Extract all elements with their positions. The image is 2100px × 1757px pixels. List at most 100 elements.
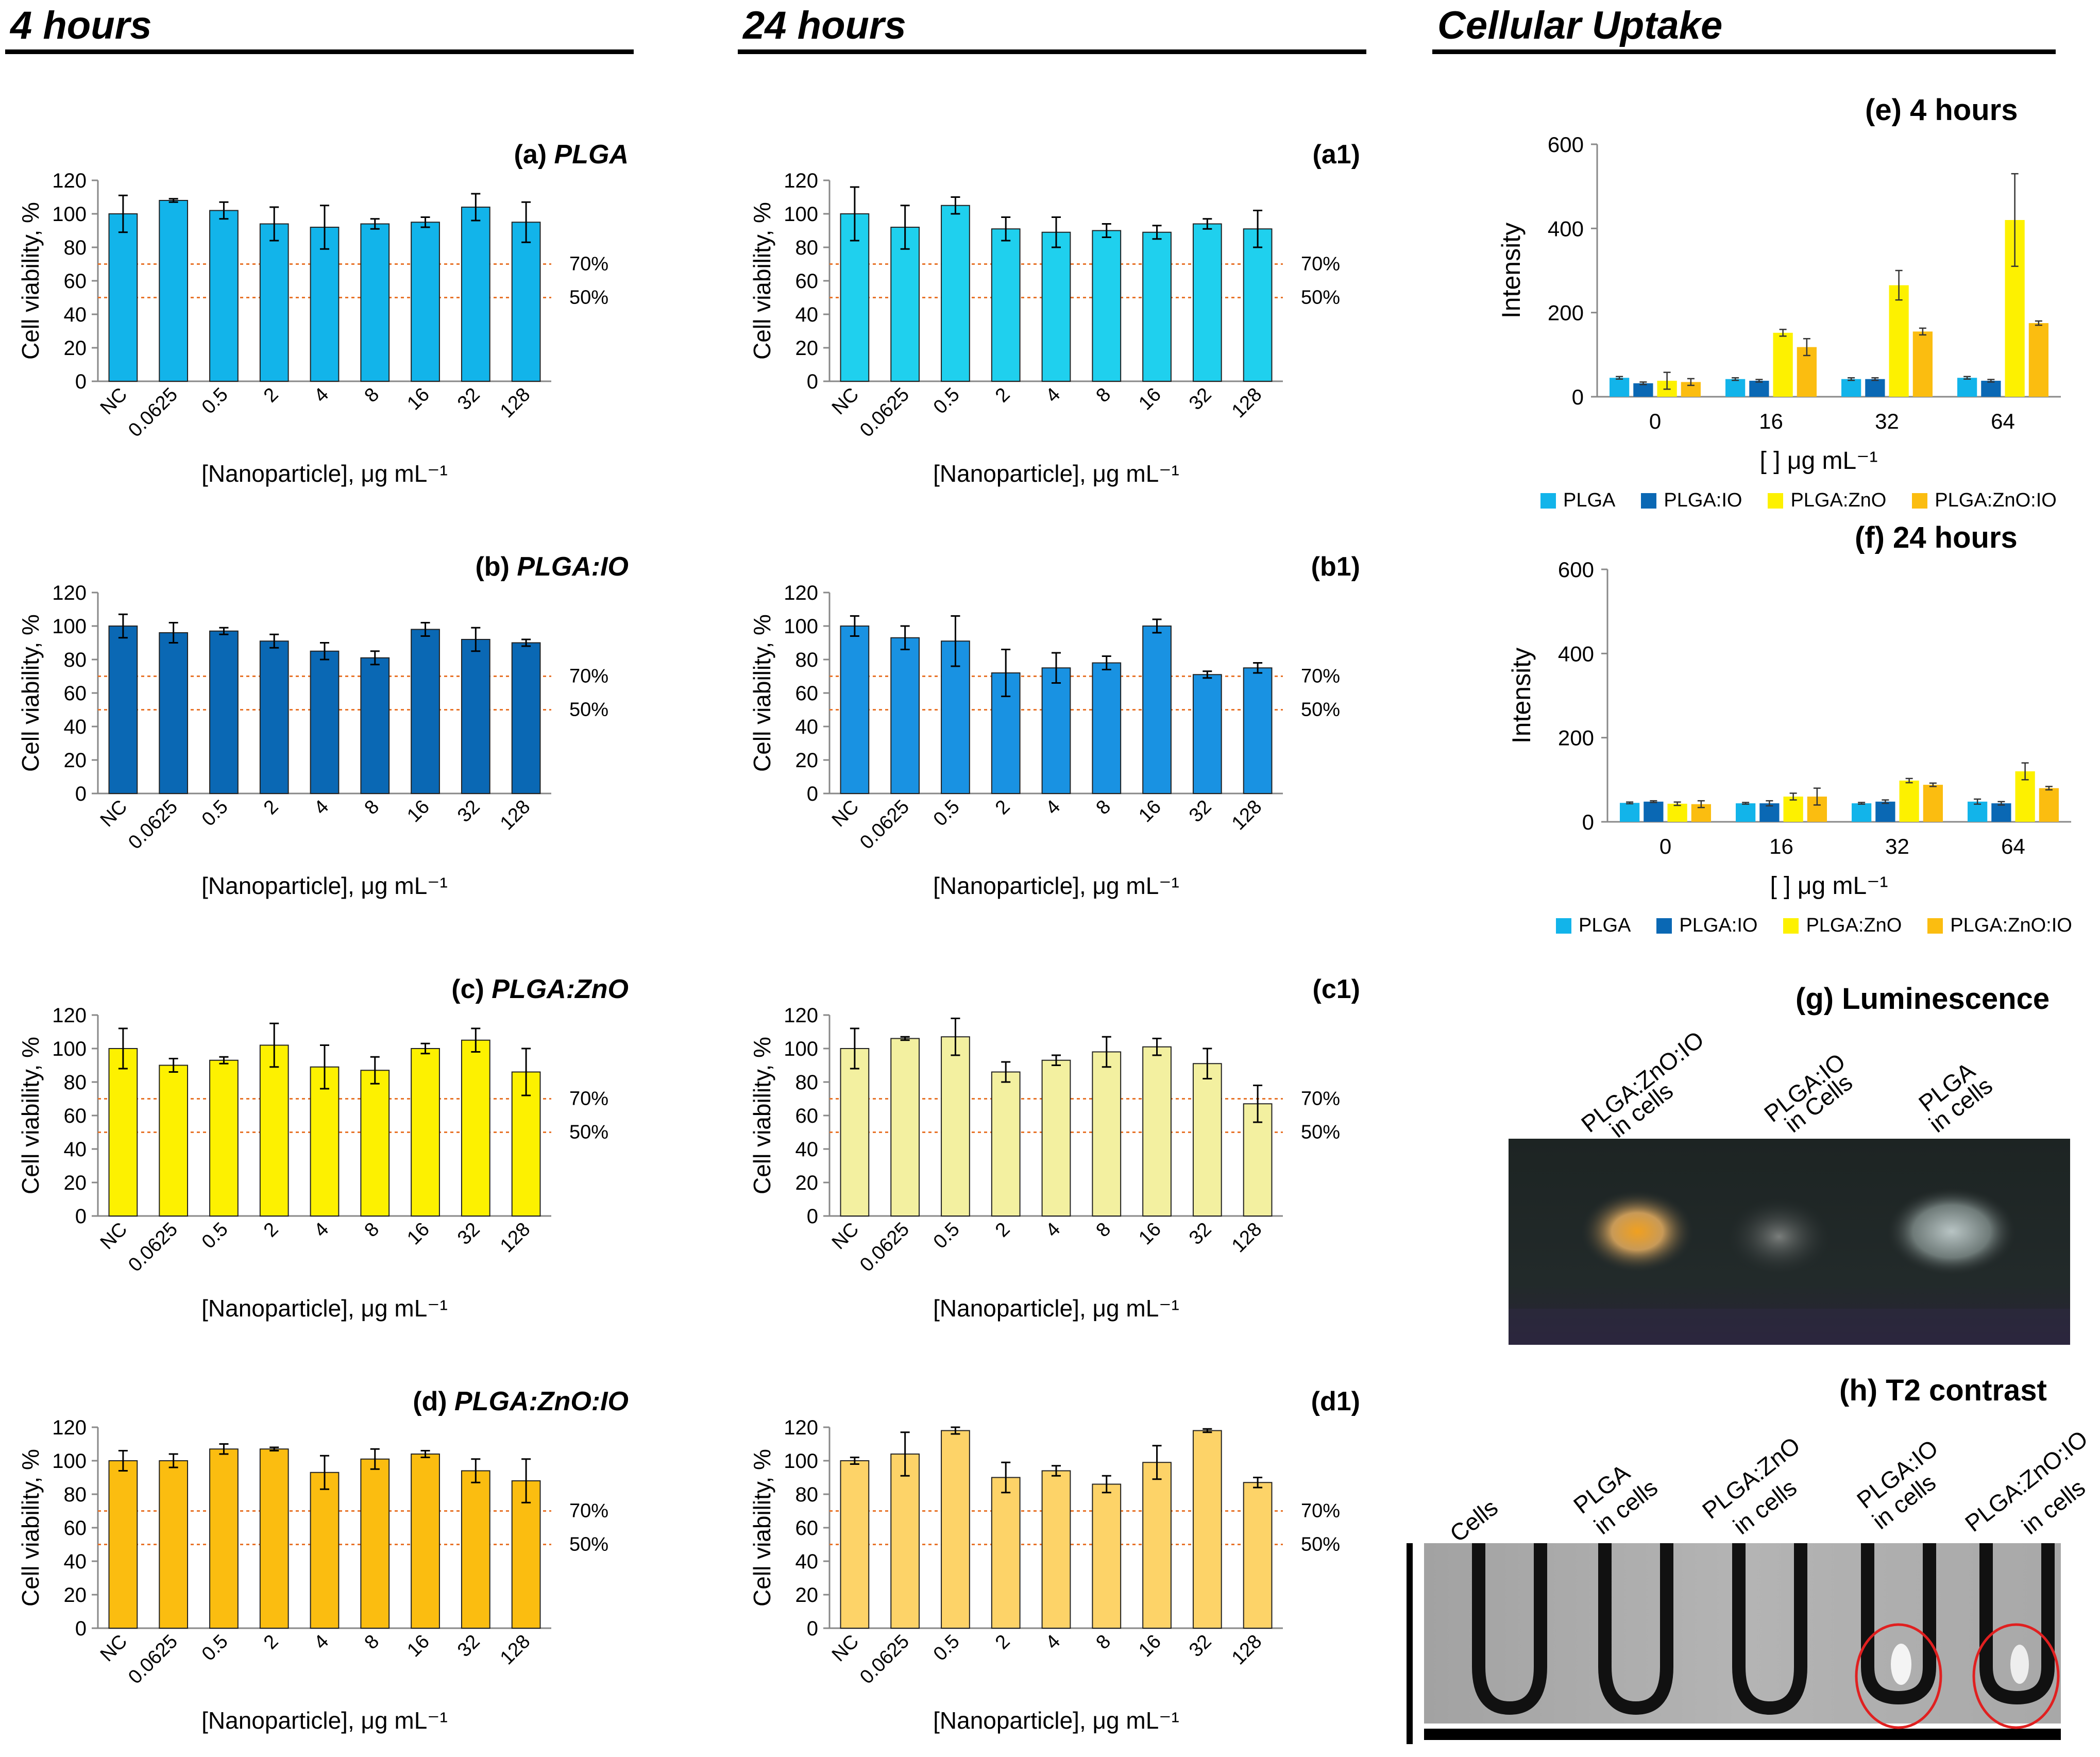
- y-tick-label: 0: [807, 1205, 818, 1228]
- error-bar: [1052, 1465, 1061, 1477]
- error-bar: [1997, 801, 2005, 806]
- x-tick-label: NC: [828, 384, 863, 419]
- section-title-uptake: Cellular Uptake: [1432, 6, 2056, 54]
- t2-label-cells: Cells: [1445, 1494, 1503, 1547]
- x-tick-label: 2: [260, 384, 283, 407]
- x-tick-label: 0.0625: [124, 1631, 182, 1688]
- bar-0.5: [209, 1448, 239, 1629]
- bar-NC: [840, 626, 870, 794]
- panel-label-prefix: (b): [475, 552, 517, 582]
- y-tick-label: 0: [75, 370, 87, 393]
- legend-label-plga: PLGA: [1563, 489, 1616, 511]
- error-bar: [420, 1042, 430, 1055]
- error-bar: [168, 1453, 178, 1468]
- y-axis-label: Cell viability, %: [17, 1449, 44, 1607]
- error-bar: [320, 642, 329, 661]
- uptake-legend-f: PLGA PLGA:IO PLGA:ZnO PLGA:ZnO:IO: [1556, 915, 2072, 937]
- bar-PLGA-0: [1620, 803, 1640, 822]
- bar-16: [411, 222, 440, 382]
- error-bar: [471, 1027, 481, 1053]
- legend-item-plga-zno: PLGA:ZnO: [1783, 915, 1902, 937]
- bar-4: [1041, 231, 1071, 382]
- panel-label-c1: (c1): [1313, 974, 1360, 1005]
- x-tick-label: NC: [96, 796, 132, 832]
- x-tick-label: 32: [453, 1631, 484, 1662]
- x-tick-label: 8: [1092, 384, 1115, 407]
- x-tick-label: 16: [403, 1631, 434, 1662]
- x-tick-label: 8: [360, 384, 383, 407]
- x-axis-label: [Nanoparticle], μg mL⁻¹: [933, 872, 1179, 899]
- x-tick-label: 16: [1134, 1219, 1165, 1249]
- viability-chart-a: Cell viability, % 0 20 40 60 80 100 120 70% 50% NC…: [17, 170, 608, 487]
- y-axis-label: Cell viability, %: [749, 1037, 775, 1194]
- error-bar: [521, 201, 531, 243]
- legend-swatch-plga-zno-io: [1912, 493, 1928, 509]
- error-bar: [850, 186, 859, 242]
- legend-swatch-plga-io: [1641, 493, 1657, 509]
- x-tick-label: 0.0625: [856, 384, 913, 442]
- error-bar: [1102, 1475, 1111, 1494]
- error-bar: [1858, 802, 1866, 805]
- error-bar: [1203, 1428, 1212, 1433]
- x-tick-label: 8: [1092, 796, 1115, 819]
- reference-label-70: 70%: [569, 1500, 608, 1522]
- x-tick-label: 128: [496, 796, 535, 835]
- x-tick-label: 0: [1649, 409, 1661, 433]
- y-axis-label: Cell viability, %: [17, 202, 44, 360]
- error-bar: [1253, 662, 1263, 674]
- y-tick-label: 80: [795, 1071, 819, 1094]
- error-bar: [420, 1450, 430, 1458]
- error-bar: [1001, 1061, 1011, 1083]
- x-tick-label: 32: [453, 384, 484, 415]
- y-tick-label: 60: [795, 270, 819, 293]
- bar-PLGA:IO-64: [1991, 803, 2011, 822]
- y-tick-label: 120: [52, 1416, 87, 1439]
- x-tick-label: 0.5: [929, 1219, 964, 1253]
- x-tick-label: 0.0625: [124, 1219, 182, 1276]
- viability-panel-d1: (d1) Cell viability, % 0 20 40 60 80 100 120 70% 5…: [732, 1386, 1417, 1757]
- y-tick-label: 100: [52, 615, 87, 638]
- x-axis-label: [Nanoparticle], μg mL⁻¹: [201, 460, 448, 487]
- error-bar: [1905, 778, 1913, 784]
- viability-panel-b: (b) PLGA:IO Cell viability, % 0 20 40 60 80 100…: [0, 551, 685, 922]
- x-tick-label: 2: [991, 1219, 1014, 1242]
- bar-NC: [108, 213, 138, 382]
- x-tick-label: 4: [310, 1631, 333, 1654]
- bar-PLGA:ZnO:IO-32: [1912, 331, 1933, 397]
- bar-NC: [840, 1460, 870, 1629]
- error-bar: [1755, 379, 1763, 383]
- y-tick-label: 100: [784, 1450, 818, 1473]
- y-tick-label: 0: [807, 370, 818, 393]
- uptake-legend-e: PLGA PLGA:IO PLGA:ZnO PLGA:ZnO:IO: [1540, 489, 2057, 512]
- panel-label-a: (a) PLGA: [514, 139, 629, 170]
- x-tick-label: NC: [828, 1631, 863, 1666]
- error-bar: [1203, 1048, 1212, 1079]
- bar-0.5: [209, 630, 239, 794]
- viability-panel-c: (c) PLGA:ZnO Cell viability, % 0 20 40 60 80 10…: [0, 974, 685, 1345]
- bar-PLGA-0: [1610, 378, 1630, 397]
- reference-label-50: 50%: [1301, 287, 1340, 309]
- y-tick-label: 400: [1548, 216, 1584, 241]
- error-bar: [1102, 223, 1111, 238]
- x-axis-label: [Nanoparticle], μg mL⁻¹: [201, 1295, 448, 1322]
- error-bar: [2045, 786, 2053, 791]
- error-bar: [850, 1457, 859, 1465]
- x-tick-label: 0: [1659, 834, 1671, 858]
- bar-8: [1092, 230, 1122, 382]
- x-tick-label: 0.5: [929, 384, 964, 418]
- legend-item-plga-io: PLGA:IO: [1641, 489, 1742, 512]
- x-tick-label: 128: [496, 384, 535, 423]
- bar-8: [1092, 1051, 1122, 1217]
- bar-16: [1142, 231, 1172, 382]
- bar-16: [1142, 1462, 1172, 1629]
- bar-4: [1041, 1059, 1071, 1217]
- legend-label-plga-zno: PLGA:ZnO: [1790, 489, 1887, 511]
- error-bar: [370, 218, 380, 230]
- error-bar: [320, 1044, 329, 1090]
- error-bar: [269, 633, 279, 649]
- viability-chart-b: Cell viability, % 0 20 40 60 80 100 120 70% 50% NC…: [17, 582, 608, 899]
- error-bar: [118, 613, 128, 639]
- y-axis-label: Cell viability, %: [17, 1037, 44, 1194]
- error-bar: [1052, 652, 1061, 684]
- bar-NC: [840, 213, 870, 382]
